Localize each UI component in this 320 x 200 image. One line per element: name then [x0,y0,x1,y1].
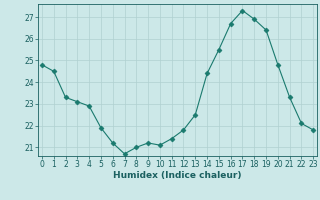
X-axis label: Humidex (Indice chaleur): Humidex (Indice chaleur) [113,171,242,180]
